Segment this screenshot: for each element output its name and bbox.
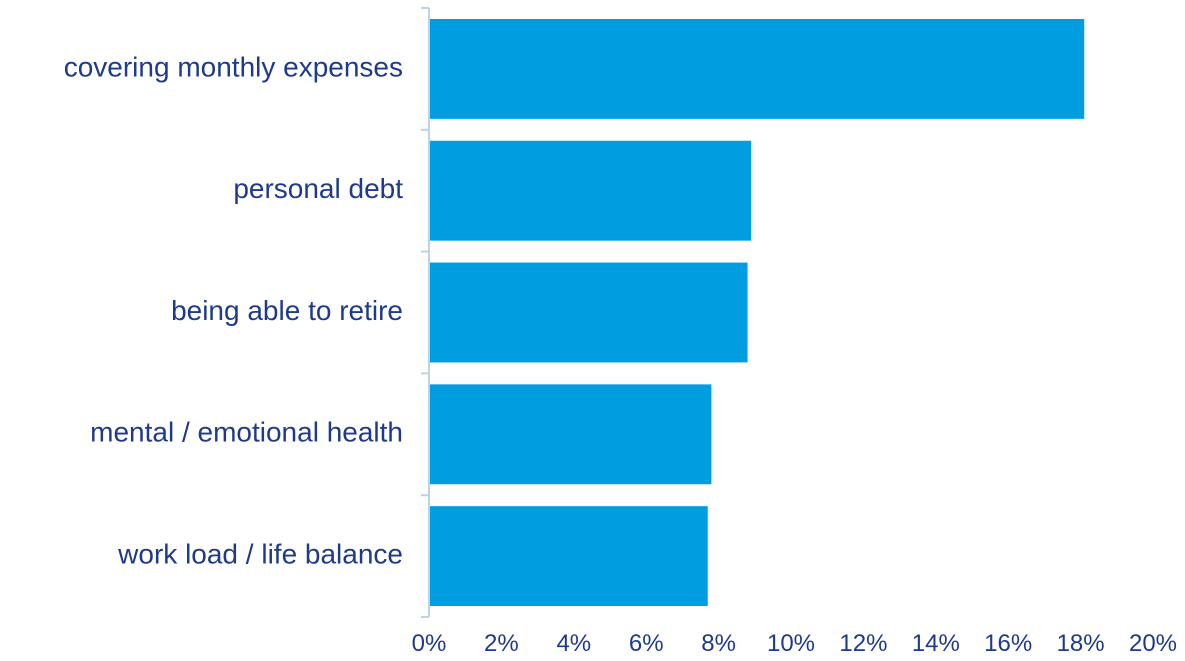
x-tick-label: 8% — [701, 630, 736, 657]
category-label-layer: covering monthly expenses personal debt be… — [64, 51, 404, 569]
bar — [430, 262, 748, 363]
bar-layer — [430, 18, 1085, 607]
bar — [430, 384, 712, 485]
bar — [430, 140, 752, 241]
x-tick-label: 12% — [839, 630, 887, 657]
x-tick-label: 4% — [556, 630, 591, 657]
category-label: mental / emotional health — [90, 417, 403, 448]
x-tick-label: 20% — [1129, 630, 1177, 657]
category-label: personal debt — [233, 173, 403, 204]
bar — [430, 18, 1085, 119]
tick-label-layer: 0% 2% 4% 6% 8% 10% 12% 14% 16% 18% 20% — [412, 630, 1177, 657]
bar — [430, 506, 708, 607]
category-label: covering monthly expenses — [64, 51, 403, 82]
x-tick-label: 2% — [484, 630, 519, 657]
x-tick-label: 10% — [767, 630, 815, 657]
category-label: work load / life balance — [117, 538, 403, 569]
category-label: being able to retire — [171, 295, 403, 326]
axis-layer — [421, 7, 430, 618]
x-tick-label: 18% — [1057, 630, 1105, 657]
x-tick-label: 0% — [412, 630, 447, 657]
x-tick-label: 16% — [984, 630, 1032, 657]
x-tick-label: 6% — [629, 630, 664, 657]
x-tick-label: 14% — [912, 630, 960, 657]
